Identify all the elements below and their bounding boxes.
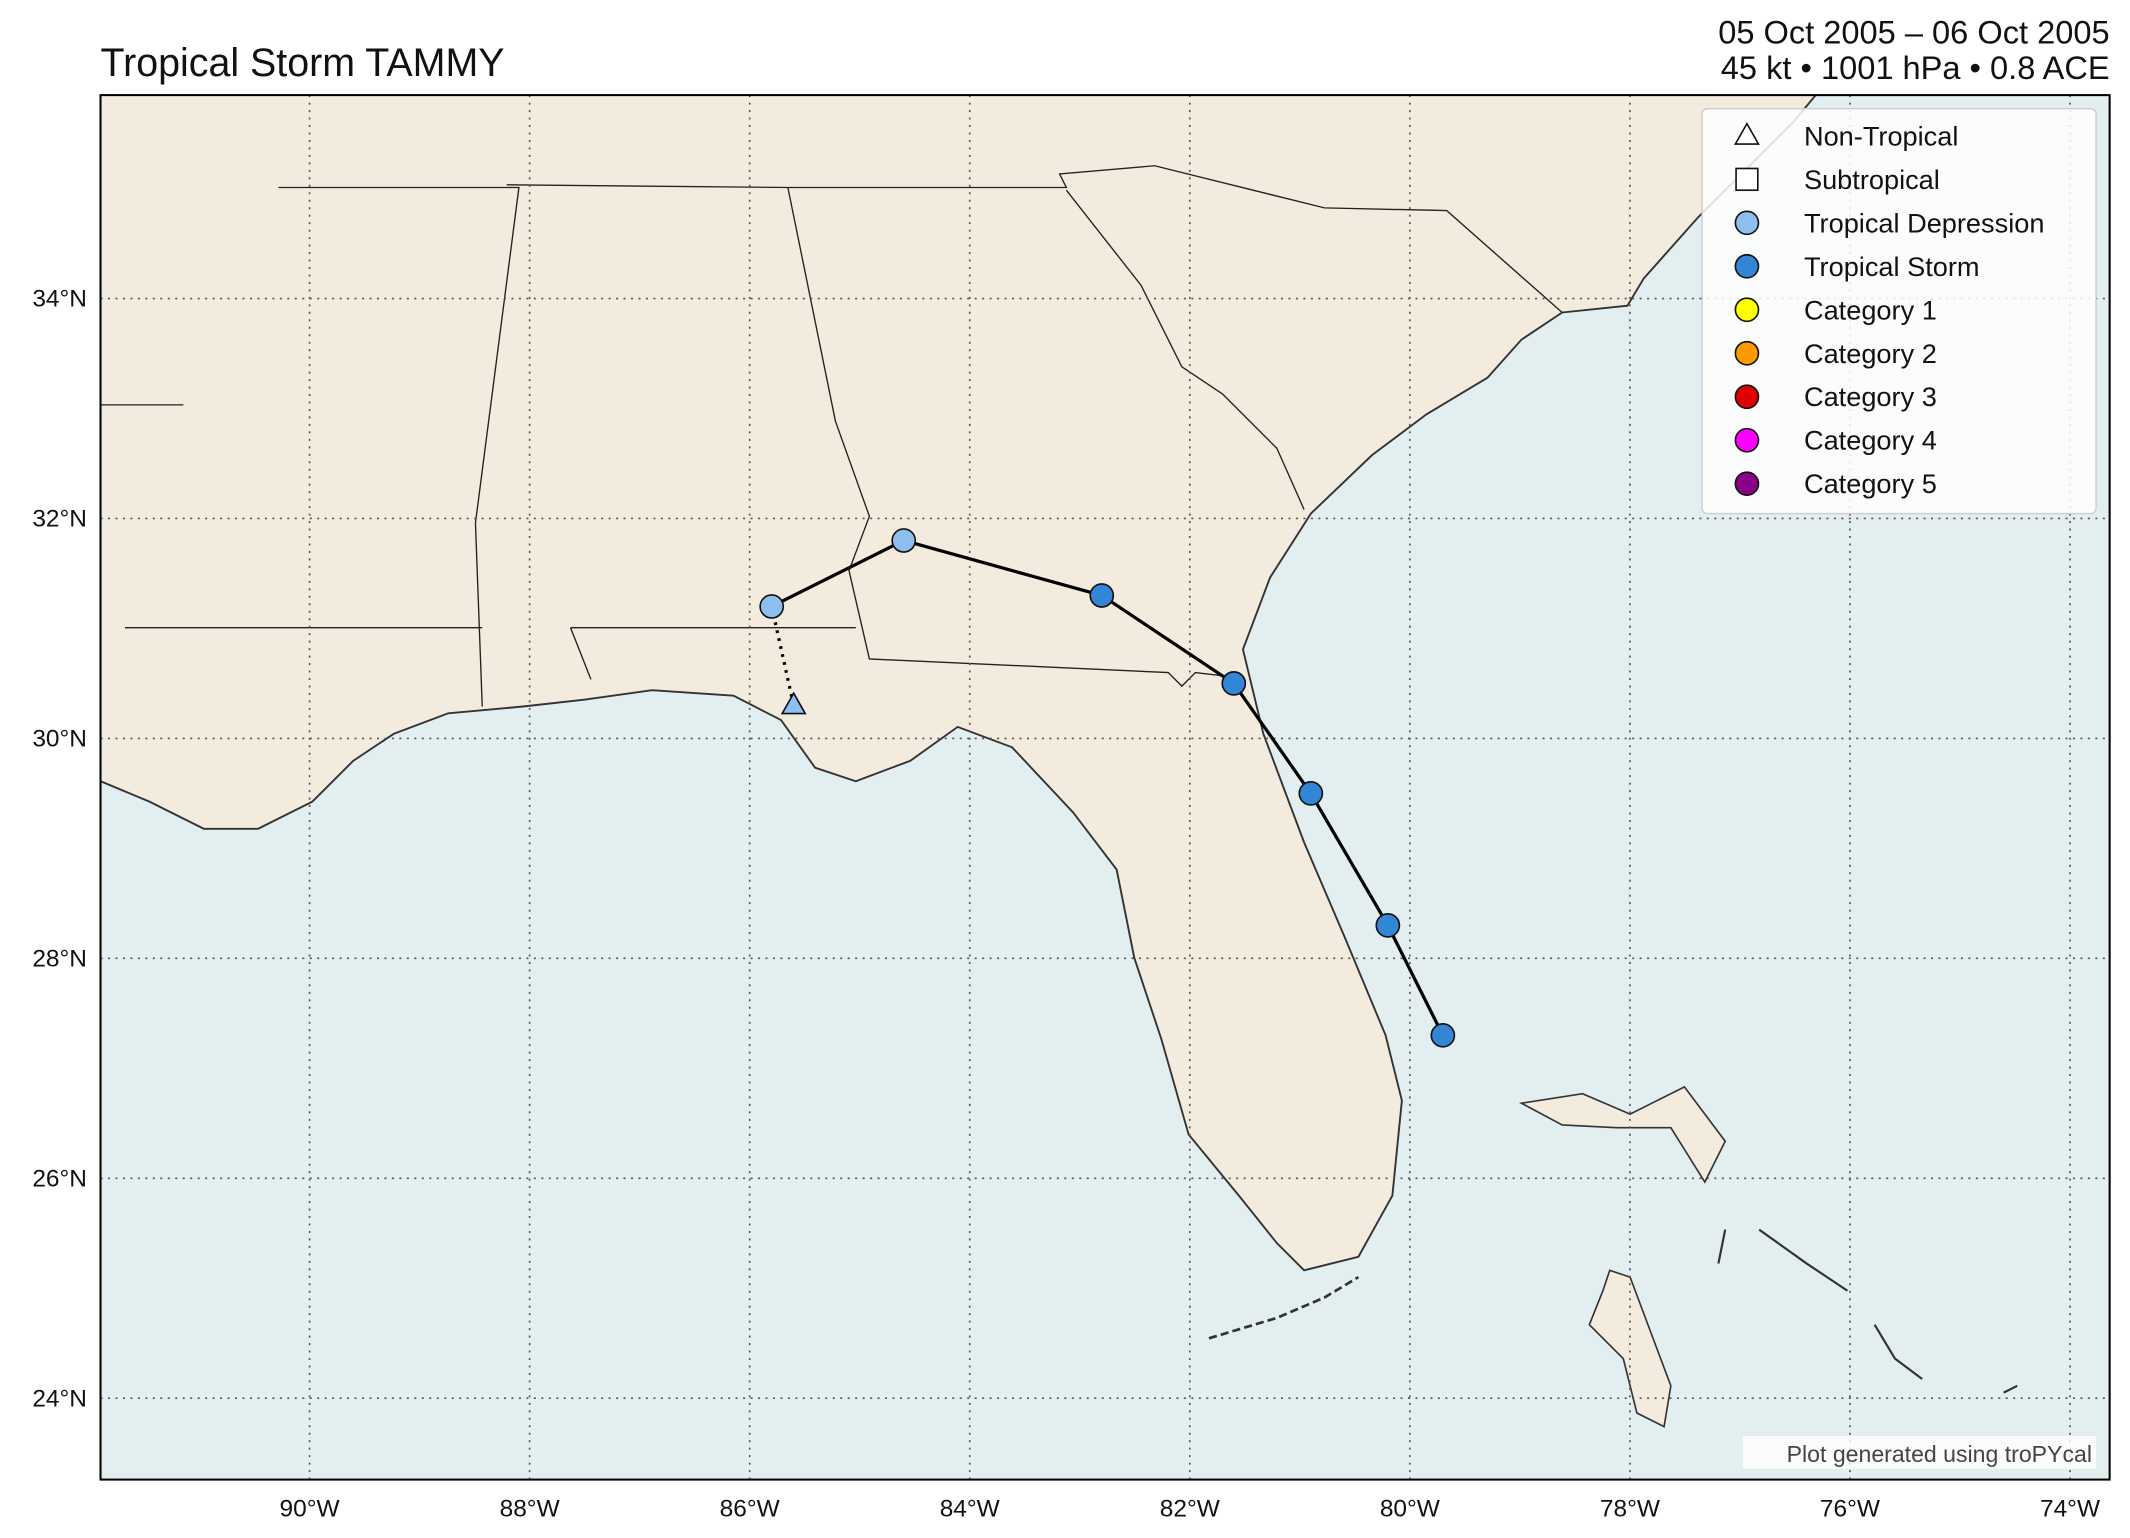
track-segment (903, 538, 1103, 598)
storm-stats: 45 kt • 1001 hPa • 0.8 ACE (1721, 49, 2110, 86)
date-range: 05 Oct 2005 – 06 Oct 2005 (1718, 13, 2109, 50)
legend-label: Tropical Depression (1804, 207, 2044, 238)
x-tick-label: 74°W (2040, 1495, 2100, 1522)
x-tick-label: 84°W (940, 1495, 1000, 1522)
map-frame (99, 94, 2111, 1481)
x-tick-label: 80°W (1380, 1495, 1440, 1522)
track-point (1430, 1022, 1456, 1048)
track-point (759, 594, 785, 619)
x-tick-label: 86°W (720, 1495, 780, 1522)
island (1717, 1228, 2018, 1394)
legend: Non-Tropical Subtropical Tropical Depressi… (1701, 108, 2097, 515)
y-tick-label: 32°N (32, 506, 87, 533)
legend-marker (1734, 384, 1760, 410)
legend-label: Category 2 (1804, 338, 1937, 369)
land (100, 95, 1817, 1272)
x-tick-label: 88°W (500, 1495, 560, 1522)
x-tick-label: 90°W (280, 1495, 340, 1522)
y-tick-label: 34°N (32, 286, 87, 313)
track-point (1298, 781, 1324, 806)
legend-label: Non-Tropical (1804, 120, 1958, 151)
legend-label: Tropical Storm (1804, 251, 1980, 282)
x-tick-label: 78°W (1600, 1495, 1660, 1522)
y-tick-label: 26°N (32, 1165, 87, 1192)
legend-marker (1735, 167, 1759, 192)
legend-label: Category 5 (1804, 468, 1937, 499)
track-segment (770, 606, 796, 706)
legend-marker (1734, 471, 1760, 497)
legend-box (1701, 108, 2097, 515)
state-borders (100, 165, 1563, 707)
track-point (891, 528, 917, 553)
legend-marker (1734, 253, 1760, 279)
basemap (100, 95, 2018, 1428)
legend-marker (1734, 210, 1760, 236)
x-tick-label: 82°W (1160, 1495, 1220, 1522)
track-point (780, 691, 807, 715)
y-tick-label: 30°N (32, 726, 87, 753)
track-segment (1386, 924, 1445, 1037)
credit-bg (1742, 1436, 2097, 1469)
track-segment (1309, 792, 1390, 927)
track-point (1089, 583, 1115, 608)
keys (1208, 1275, 1360, 1340)
legend-marker (1733, 121, 1760, 145)
legend-marker (1734, 297, 1760, 323)
track (759, 528, 1456, 1048)
title: Tropical Storm TAMMY (101, 41, 505, 85)
legend-label: Category 1 (1804, 294, 1937, 325)
y-tick-label: 24°N (32, 1385, 87, 1412)
x-tick-label: 76°W (1820, 1495, 1880, 1522)
island (1588, 1269, 1672, 1428)
track-segment (1100, 594, 1235, 685)
track-point (1221, 671, 1247, 696)
island (1518, 1085, 1727, 1184)
legend-marker (1734, 427, 1760, 453)
track-segment (1232, 682, 1313, 795)
legend-marker (1734, 340, 1760, 366)
y-tick-label: 28°N (32, 945, 87, 972)
legend-label: Category 4 (1804, 425, 1937, 456)
track-segment (770, 539, 905, 608)
legend-label: Category 3 (1804, 381, 1937, 412)
credit: Plot generated using troPYcal (1787, 1441, 2092, 1467)
legend-label: Subtropical (1804, 164, 1940, 195)
track-point (1375, 912, 1401, 938)
